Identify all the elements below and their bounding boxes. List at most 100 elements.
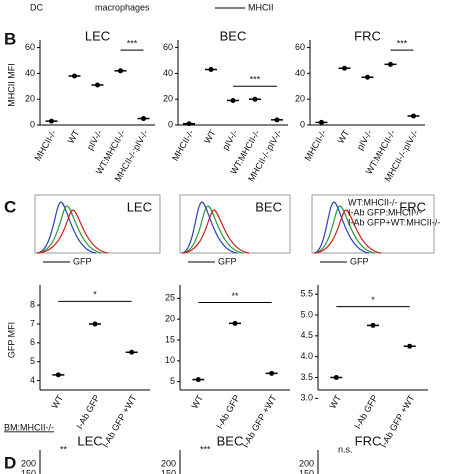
panel-label: C [4, 197, 16, 216]
histogram-curve [181, 205, 244, 254]
dot [232, 320, 238, 326]
x-tick-label: MHCII-/- [303, 128, 329, 162]
y-tick-label: 6 [30, 337, 35, 347]
dot [186, 121, 192, 127]
y-tick-label: 7 [30, 318, 35, 328]
y-tick-label: 0 [300, 119, 305, 129]
y-tick-label: 3.0 [300, 393, 313, 403]
y-tick-label: 20 [165, 314, 175, 324]
histogram-title: LEC [127, 199, 152, 214]
y-tick-label: 40 [25, 68, 35, 78]
histogram-curve [36, 201, 97, 254]
dot [269, 370, 275, 376]
bm-label: BM:MHCII-/- [4, 422, 54, 432]
histogram-title: BEC [255, 199, 282, 214]
x-tick-label: WT [327, 393, 343, 411]
y-tick-label: 5 [170, 376, 175, 386]
dot [370, 322, 376, 328]
y-tick-label: 8 [30, 299, 35, 309]
legend-entry: WT:MHCII-/- [348, 197, 398, 207]
y-tick-label: 5.0 [300, 309, 313, 319]
y-tick-label: 10 [165, 355, 175, 365]
histogram-curve [181, 201, 238, 254]
x-tick-label: WT [336, 128, 352, 146]
dot [208, 67, 214, 73]
header-text: MHCII [248, 2, 274, 12]
y-tick-label: 4.0 [300, 351, 313, 361]
y-tick-label: 0 [168, 119, 173, 129]
dot [319, 119, 324, 125]
y-tick-label: 150 [299, 468, 314, 474]
y-tick-label: 200 [21, 458, 36, 468]
y-axis-label: GFP MFI [6, 322, 16, 358]
chart-title: FRC [354, 28, 381, 43]
x-tick-label: WT [189, 393, 205, 411]
x-tick-label: WT [202, 128, 218, 146]
chart-title: LEC [85, 28, 110, 43]
y-tick-label: 4.5 [300, 330, 313, 340]
histogram-curve [36, 205, 103, 254]
histogram-axis-label: GFP [218, 256, 237, 266]
x-tick-label: WT [66, 128, 82, 146]
x-tick-label: WT [49, 393, 65, 411]
y-tick-label: 25 [165, 293, 175, 303]
dot [141, 116, 146, 122]
x-tick-label: MHCII-/- [170, 128, 196, 162]
y-axis-label: MHCII MFI [6, 63, 16, 107]
x-tick-label: I-Ab GFP +WT [240, 393, 278, 450]
x-tick-label: I-Ab GFP [74, 393, 101, 430]
x-tick-label: I-Ab GFP [214, 393, 241, 430]
chart-title: FRC [355, 433, 382, 448]
y-tick-label: 5.5 [300, 289, 313, 299]
y-tick-label: 40 [163, 68, 173, 78]
histogram-axis-label: GFP [73, 256, 92, 266]
panel-label: D [4, 453, 16, 472]
significance-label: n.s. [338, 444, 353, 454]
dot [407, 343, 413, 349]
y-tick-label: 4 [30, 375, 35, 385]
histogram-curve [36, 209, 109, 254]
legend-entry: I-Ab GFP:MHCII-/- [348, 207, 422, 217]
histogram-frame [34, 194, 161, 254]
y-tick-label: 15 [165, 334, 175, 344]
histogram-axis-label: GFP [350, 256, 369, 266]
y-tick-label: 200 [161, 458, 176, 468]
chart-title: BEC [220, 28, 247, 43]
x-tick-label: MHCII-/- [33, 128, 59, 162]
dot [230, 97, 236, 103]
y-tick-label: 60 [25, 42, 35, 52]
dot [388, 61, 393, 67]
dot [342, 65, 347, 71]
dot [72, 73, 77, 79]
y-tick-label: 20 [163, 94, 173, 104]
y-tick-label: 0 [30, 119, 35, 129]
dot [49, 118, 54, 124]
significance-label: * [93, 290, 97, 300]
y-tick-label: 150 [161, 468, 176, 474]
dot [95, 82, 100, 88]
chart-title: BEC [217, 433, 244, 448]
significance-label: *** [127, 39, 138, 49]
significance-label: *** [250, 75, 261, 85]
dot [252, 96, 258, 102]
histogram-curve [181, 209, 250, 254]
panel-label: B [4, 29, 16, 48]
y-tick-label: 60 [163, 42, 173, 52]
histogram-curve [313, 209, 382, 254]
dot [129, 349, 135, 355]
dot [118, 68, 123, 74]
x-tick-label: pIV-/- [355, 128, 374, 152]
significance-label: * [371, 295, 375, 305]
x-tick-label: I-Ab GFP +WT [378, 393, 416, 450]
significance-label: *** [397, 39, 408, 49]
x-tick-label: pIV-/- [85, 128, 104, 152]
legend-entry: I-Ab GFP+WT:MHCII-/- [348, 217, 440, 227]
y-tick-label: 40 [295, 68, 305, 78]
y-tick-label: 3.5 [300, 372, 313, 382]
dot [92, 321, 98, 327]
header-text: DC [30, 2, 43, 12]
dot [274, 117, 280, 123]
significance-label: ** [231, 291, 239, 301]
header-text: macrophages [95, 2, 150, 12]
